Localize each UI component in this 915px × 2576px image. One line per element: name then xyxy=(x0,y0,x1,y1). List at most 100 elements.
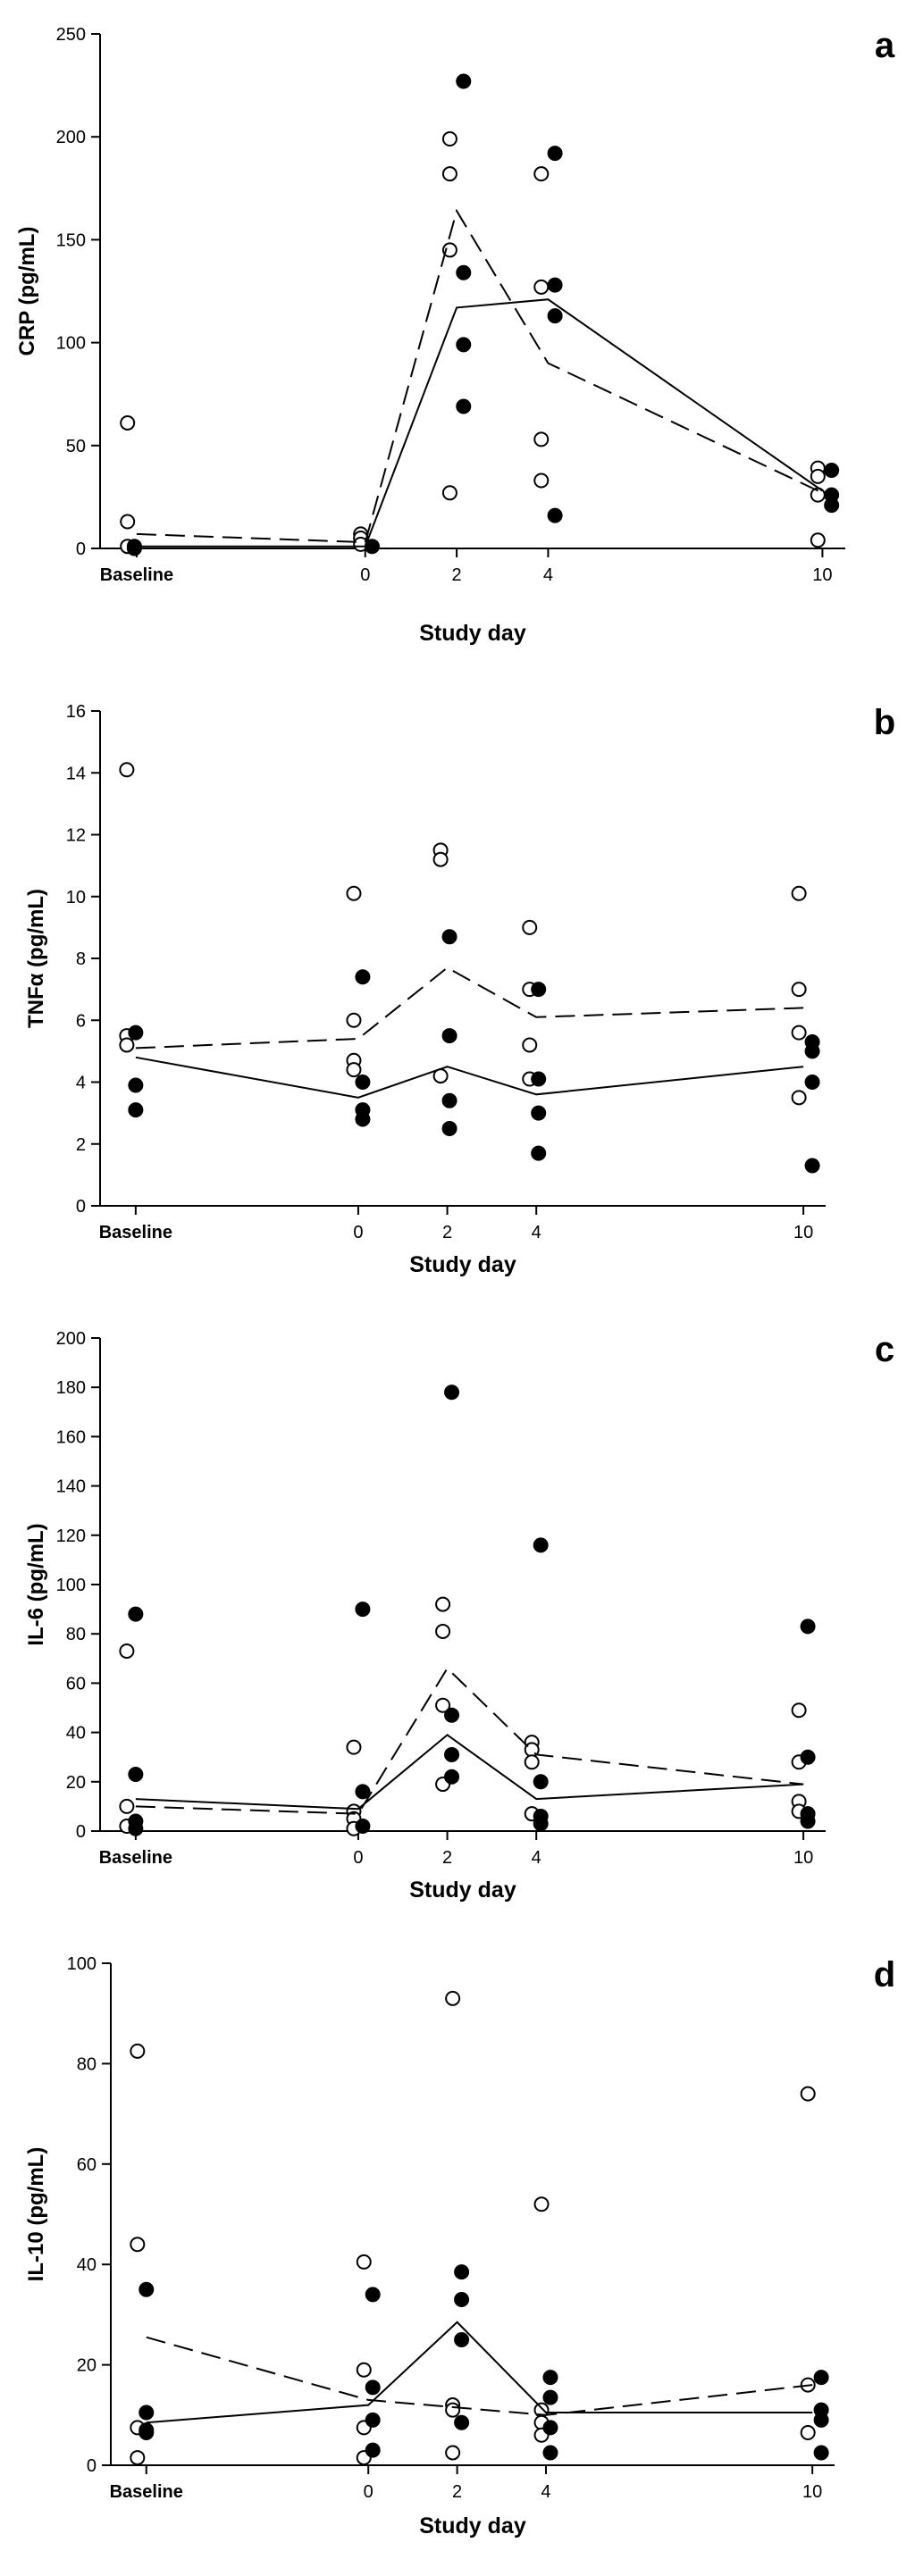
open-data-point xyxy=(441,166,458,182)
open-data-point xyxy=(130,2237,146,2253)
filled-data-point xyxy=(441,929,458,945)
open-data-point xyxy=(791,1025,807,1041)
open-data-point xyxy=(441,242,458,258)
chart-panel-d: 0 20 40 60 80 100 Baseline 0 2 4 10 Study day IL-10 … xyxy=(24,1954,895,2538)
x-tick-label: Baseline xyxy=(100,565,173,585)
x-tick-label: 0 xyxy=(353,1848,363,1868)
y-tick-label: 0 xyxy=(87,2456,97,2476)
filled-data-point xyxy=(365,2379,381,2396)
filled-data-point xyxy=(547,308,563,324)
x-tick-label: Baseline xyxy=(110,2482,183,2502)
open-data-point xyxy=(791,885,807,901)
solid-median-line xyxy=(136,298,823,548)
open-data-point xyxy=(533,166,550,182)
filled-data-point xyxy=(355,969,371,985)
open-data-point xyxy=(810,468,826,484)
open-data-point xyxy=(119,1037,135,1053)
open-data-point xyxy=(810,532,826,548)
filled-data-point xyxy=(128,1606,144,1622)
open-data-point xyxy=(533,473,550,489)
filled-data-point xyxy=(365,2442,381,2458)
y-tick-label: 0 xyxy=(76,1197,86,1217)
y-tick-label: 60 xyxy=(66,1674,86,1694)
open-data-point xyxy=(445,2402,461,2418)
open-data-point xyxy=(445,1990,461,2006)
y-tick-label: 4 xyxy=(76,1074,86,1093)
y-tick-label: 14 xyxy=(66,764,86,783)
filled-data-point xyxy=(454,2414,470,2430)
open-data-point xyxy=(800,2086,816,2102)
filled-data-point xyxy=(824,498,840,514)
x-axis-label: Study day xyxy=(409,1878,516,1903)
x-tick-label: 0 xyxy=(353,1223,363,1242)
dashed-median-line xyxy=(146,2336,813,2416)
x-tick-label: 0 xyxy=(364,2482,374,2502)
open-data-point xyxy=(120,514,136,530)
y-tick-label: 20 xyxy=(66,1773,86,1793)
filled-data-point xyxy=(813,2370,829,2386)
open-data-point xyxy=(441,485,458,501)
filled-data-point xyxy=(128,1077,144,1093)
open-data-point xyxy=(432,851,449,867)
filled-data-point xyxy=(355,1075,371,1090)
x-tick-label: 10 xyxy=(793,1848,813,1868)
filled-data-point xyxy=(813,2412,829,2428)
filled-data-point xyxy=(533,1816,549,1832)
open-data-point xyxy=(346,1012,362,1028)
filled-data-point xyxy=(456,398,472,414)
y-tick-label: 160 xyxy=(56,1427,86,1447)
filled-data-point xyxy=(531,1105,547,1121)
x-tick-label: 10 xyxy=(812,565,832,585)
filled-data-point xyxy=(444,1707,460,1723)
open-data-point xyxy=(346,885,362,901)
filled-data-point xyxy=(444,1746,460,1762)
filled-data-point xyxy=(800,1618,816,1635)
x-tick-label: Baseline xyxy=(99,1848,172,1868)
y-axis-label: TNFα (pg/mL) xyxy=(24,889,48,1028)
open-data-point xyxy=(346,1062,362,1078)
filled-data-point xyxy=(533,1774,549,1790)
filled-data-point xyxy=(365,2412,381,2428)
open-data-point xyxy=(119,1643,135,1660)
y-axis-label: IL-10 (pg/mL) xyxy=(24,2147,48,2282)
open-data-point xyxy=(791,982,807,998)
filled-data-point xyxy=(531,1145,547,1161)
filled-data-point xyxy=(454,2332,470,2347)
open-data-point xyxy=(445,2445,461,2461)
filled-data-point xyxy=(139,2405,155,2421)
filled-data-point xyxy=(441,1092,458,1108)
open-data-point xyxy=(435,1596,451,1612)
open-data-point xyxy=(119,762,135,778)
dashed-median-line xyxy=(135,966,804,1050)
open-data-point xyxy=(130,2450,146,2466)
x-tick-label: 2 xyxy=(452,565,462,585)
filled-data-point xyxy=(547,277,563,293)
solid-median-line xyxy=(135,1734,804,1811)
open-data-point xyxy=(119,1798,135,1814)
y-tick-label: 12 xyxy=(66,826,86,846)
filled-data-point xyxy=(441,1120,458,1136)
panel-letter: c xyxy=(875,1330,894,1369)
filled-data-point xyxy=(126,540,142,556)
y-tick-label: 180 xyxy=(56,1378,86,1398)
filled-data-point xyxy=(355,1111,371,1127)
filled-data-point xyxy=(813,2445,829,2461)
filled-data-point xyxy=(355,1784,371,1800)
x-tick-label: 10 xyxy=(793,1223,813,1242)
y-tick-label: 16 xyxy=(66,702,86,722)
filled-data-point xyxy=(456,264,472,280)
x-tick-label: 10 xyxy=(802,2482,822,2502)
y-tick-label: 50 xyxy=(66,437,86,456)
filled-data-point xyxy=(800,1749,816,1765)
filled-data-point xyxy=(804,1043,820,1059)
y-tick-label: 100 xyxy=(56,334,86,354)
open-data-point xyxy=(533,279,550,295)
filled-data-point xyxy=(456,337,472,353)
open-data-point xyxy=(356,2362,372,2378)
solid-median-line xyxy=(146,2321,813,2424)
y-tick-label: 80 xyxy=(77,2054,97,2074)
open-data-point xyxy=(533,431,550,447)
x-tick-label: 4 xyxy=(543,565,553,585)
y-axis-label: CRP (pg/mL) xyxy=(15,227,39,356)
